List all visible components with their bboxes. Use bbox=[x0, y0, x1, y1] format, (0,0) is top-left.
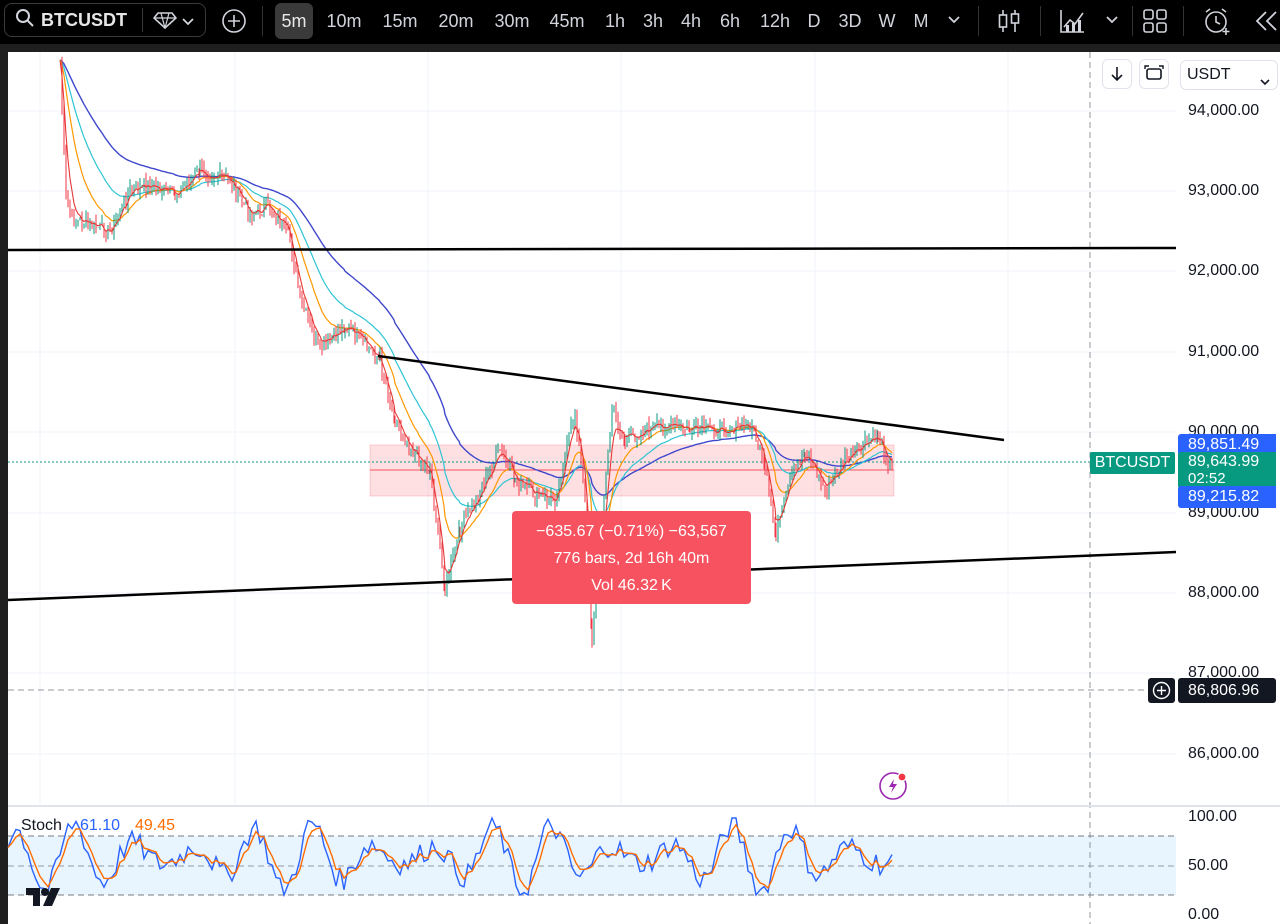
last-price: 89,643.99 bbox=[1188, 453, 1260, 470]
diamond-icon[interactable] bbox=[152, 11, 178, 34]
price-axis-label: 89,000.00 bbox=[1188, 504, 1260, 521]
stoch-d-value: 49.45 bbox=[135, 817, 176, 834]
divider bbox=[142, 8, 143, 32]
measure-change: −635.67 (−0.71%) −63,567 bbox=[536, 523, 727, 540]
timeframe-4h[interactable]: 4h bbox=[680, 11, 702, 31]
symbol-search[interactable]: BTCUSDT bbox=[4, 3, 206, 37]
chevron-down-icon[interactable] bbox=[946, 12, 962, 33]
ma-line-red bbox=[59, 59, 893, 599]
stoch-k-line bbox=[7, 816, 893, 898]
price-axis-label: 86,000.00 bbox=[1188, 745, 1260, 762]
scroll-to-latest-button[interactable] bbox=[1102, 59, 1132, 89]
auto-scale-button[interactable] bbox=[1139, 59, 1169, 89]
stoch-axis-label: 100.00 bbox=[1188, 808, 1237, 825]
tradingview-logo bbox=[24, 884, 68, 910]
chart-panel[interactable] bbox=[8, 52, 1280, 924]
divider bbox=[1183, 6, 1184, 36]
timeframe-45m[interactable]: 45m bbox=[549, 11, 585, 31]
chevron-down-icon[interactable] bbox=[1104, 12, 1120, 33]
ma-line-blue bbox=[59, 59, 893, 496]
plus-circle-icon[interactable] bbox=[221, 8, 247, 39]
stoch-k-value: 61.10 bbox=[80, 817, 121, 834]
timeframe-3d[interactable]: 3D bbox=[838, 11, 862, 31]
divider bbox=[978, 6, 979, 36]
measure-bars: 776 bars, 2d 16h 40m bbox=[553, 550, 710, 567]
currency-select[interactable]: USDT bbox=[1180, 60, 1278, 90]
symbol-tag: BTCUSDT bbox=[1090, 452, 1175, 474]
candles-icon[interactable] bbox=[995, 7, 1023, 40]
price-tag-upper: 89,851.49 bbox=[1178, 434, 1276, 456]
timeframe-d[interactable]: D bbox=[807, 11, 821, 31]
layout-grid-icon[interactable] bbox=[1142, 8, 1168, 39]
rewind-icon[interactable] bbox=[1254, 9, 1280, 38]
line-chart-icon[interactable] bbox=[1058, 7, 1086, 40]
timeframe-3h[interactable]: 3h bbox=[642, 11, 664, 31]
timeframe-m[interactable]: M bbox=[913, 11, 929, 31]
horizontal-resistance-line bbox=[7, 246, 1177, 252]
crosshair-plus-icon[interactable] bbox=[1148, 678, 1175, 703]
divider bbox=[262, 6, 263, 36]
alert-clock-icon[interactable] bbox=[1202, 6, 1232, 41]
crosshair-price-tag: 86,806.96 bbox=[1178, 678, 1276, 703]
price-tag-lower: 89,215.82 bbox=[1178, 486, 1276, 508]
measure-volume: Vol 46.32 K bbox=[591, 577, 672, 594]
timeframe-w[interactable]: W bbox=[878, 11, 896, 31]
timeframe-15m[interactable]: 15m bbox=[382, 11, 418, 31]
timeframe-5m[interactable]: 5m bbox=[275, 3, 313, 39]
stoch-axis-label: 50.00 bbox=[1188, 857, 1229, 874]
divider bbox=[1132, 6, 1133, 36]
price-axis-label: 93,000.00 bbox=[1188, 182, 1260, 199]
timeframe-6h[interactable]: 6h bbox=[719, 11, 741, 31]
symbol-name: BTCUSDT bbox=[41, 9, 127, 30]
price-tag-last: 89,643.99 02:52 bbox=[1178, 452, 1276, 489]
chevron-down-icon bbox=[1259, 70, 1271, 98]
chevron-down-icon[interactable] bbox=[181, 13, 195, 34]
bar-countdown: 02:52 bbox=[1188, 470, 1226, 487]
price-axis-label: 88,000.00 bbox=[1188, 584, 1260, 601]
timeframe-10m[interactable]: 10m bbox=[326, 11, 362, 31]
price-axis-label: 92,000.00 bbox=[1188, 262, 1260, 279]
price-axis-label: 94,000.00 bbox=[1188, 102, 1260, 119]
search-icon bbox=[15, 8, 35, 33]
timeframe-20m[interactable]: 20m bbox=[438, 11, 474, 31]
top-toolbar: BTCUSDT 5m 10m 15m 20m 30m 45m 1h 3h 4h … bbox=[0, 0, 1280, 44]
price-axis-label: 87,000.00 bbox=[1188, 664, 1260, 681]
timeframe-30m[interactable]: 30m bbox=[494, 11, 530, 31]
currency-value: USDT bbox=[1187, 66, 1231, 83]
stoch-axis-label: 0.00 bbox=[1188, 906, 1220, 923]
lightning-icon[interactable] bbox=[878, 771, 908, 801]
auto-scale-icon bbox=[1144, 65, 1164, 80]
stoch-d-line bbox=[7, 823, 893, 891]
timeframe-12h[interactable]: 12h bbox=[759, 11, 791, 31]
chart-grid bbox=[8, 52, 1176, 806]
price-axis-label: 91,000.00 bbox=[1188, 343, 1260, 360]
stoch-name: Stoch bbox=[21, 817, 62, 834]
timeframe-1h[interactable]: 1h bbox=[604, 11, 626, 31]
arrow-down-icon bbox=[1111, 67, 1123, 82]
divider bbox=[1040, 6, 1041, 36]
descending-trend-line bbox=[377, 354, 1005, 442]
measure-tooltip: −635.67 (−0.71%) −63,567 776 bars, 2d 16… bbox=[512, 511, 751, 604]
